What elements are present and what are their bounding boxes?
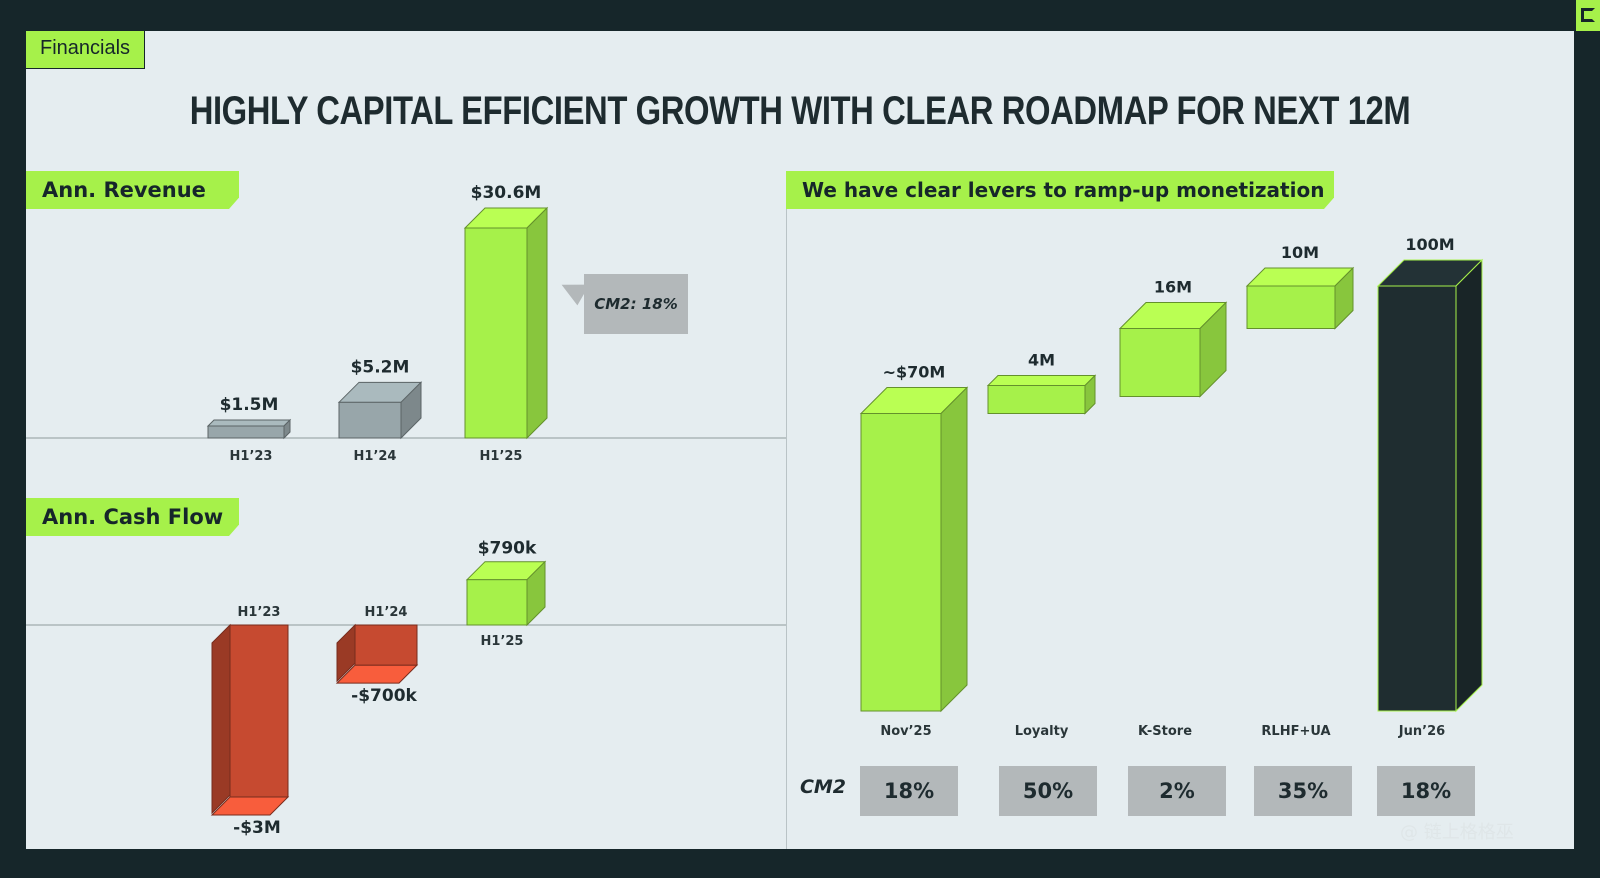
levers-value-label: 100M [1405,235,1454,254]
levers-value-label: 10M [1281,243,1319,262]
cashflow-category-label: H1’25 [481,634,524,649]
levers-value-label: 4M [1028,351,1055,370]
levers-category-label: Loyalty [1015,724,1069,739]
levers-category-label: Jun’26 [1398,724,1445,739]
cm2-row-label: CM2 [799,776,847,798]
revenue-chart-title: Ann. Revenue [26,171,239,209]
revenue-category-label: H1’24 [354,449,397,464]
cashflow-bar [465,560,547,627]
levers-chart-title: We have clear levers to ramp-up monetiza… [786,171,1334,209]
cm2-value-box: 18% [860,766,958,816]
revenue-value-label: $1.5M [220,395,279,415]
panel-divider [786,209,787,849]
charts-canvas: $1.5M H1’23 $5.2M H1’24 $30.6M H1’25 H1’23 -$3M… [26,183,1484,838]
cashflow-bar [210,623,290,816]
slide: Financials HIGHLY CAPITAL EFFICIENT GROW… [26,31,1574,849]
revenue-category-label: H1’25 [480,449,523,464]
levers-value-label: ~$70M [883,363,946,382]
levers-category-label: K-Store [1138,724,1192,739]
levers-bar [986,374,1097,415]
cashflow-bar [335,623,419,684]
levers-bar [859,386,969,713]
revenue-bar [337,381,423,440]
page-title: HIGHLY CAPITAL EFFICIENT GROWTH WITH CLE… [189,89,1411,133]
levers-category-label: RLHF+UA [1261,724,1330,739]
section-tag: Financials [26,31,146,69]
levers-bar [1245,266,1355,330]
cm2-callout: CM2: 18% [584,274,688,334]
cm2-value-box: 18% [1377,766,1475,816]
revenue-bar [463,206,549,440]
cashflow-value-label: -$3M [233,818,281,838]
levers-value-label: 16M [1154,278,1192,297]
cashflow-value-label: -$700k [351,686,417,706]
revenue-value-label: $5.2M [351,357,410,377]
revenue-category-label: H1’23 [230,449,273,464]
cashflow-value-label: $790k [478,539,537,559]
cm2-value-box: 2% [1128,766,1226,816]
cashflow-category-label: H1’24 [365,605,408,620]
levers-category-label: Nov’25 [880,724,931,739]
watermark: @ 链上格格巫 [1400,822,1514,843]
cm2-value-box: 35% [1254,766,1352,816]
levers-bar [1376,258,1484,713]
revenue-bar [206,418,292,440]
brand-logo [1576,0,1600,31]
levers-bar [1118,301,1228,398]
cm2-value-box: 50% [999,766,1097,816]
revenue-value-label: $30.6M [471,183,542,203]
cashflow-category-label: H1’23 [238,605,281,620]
cashflow-chart-title: Ann. Cash Flow [26,498,239,536]
